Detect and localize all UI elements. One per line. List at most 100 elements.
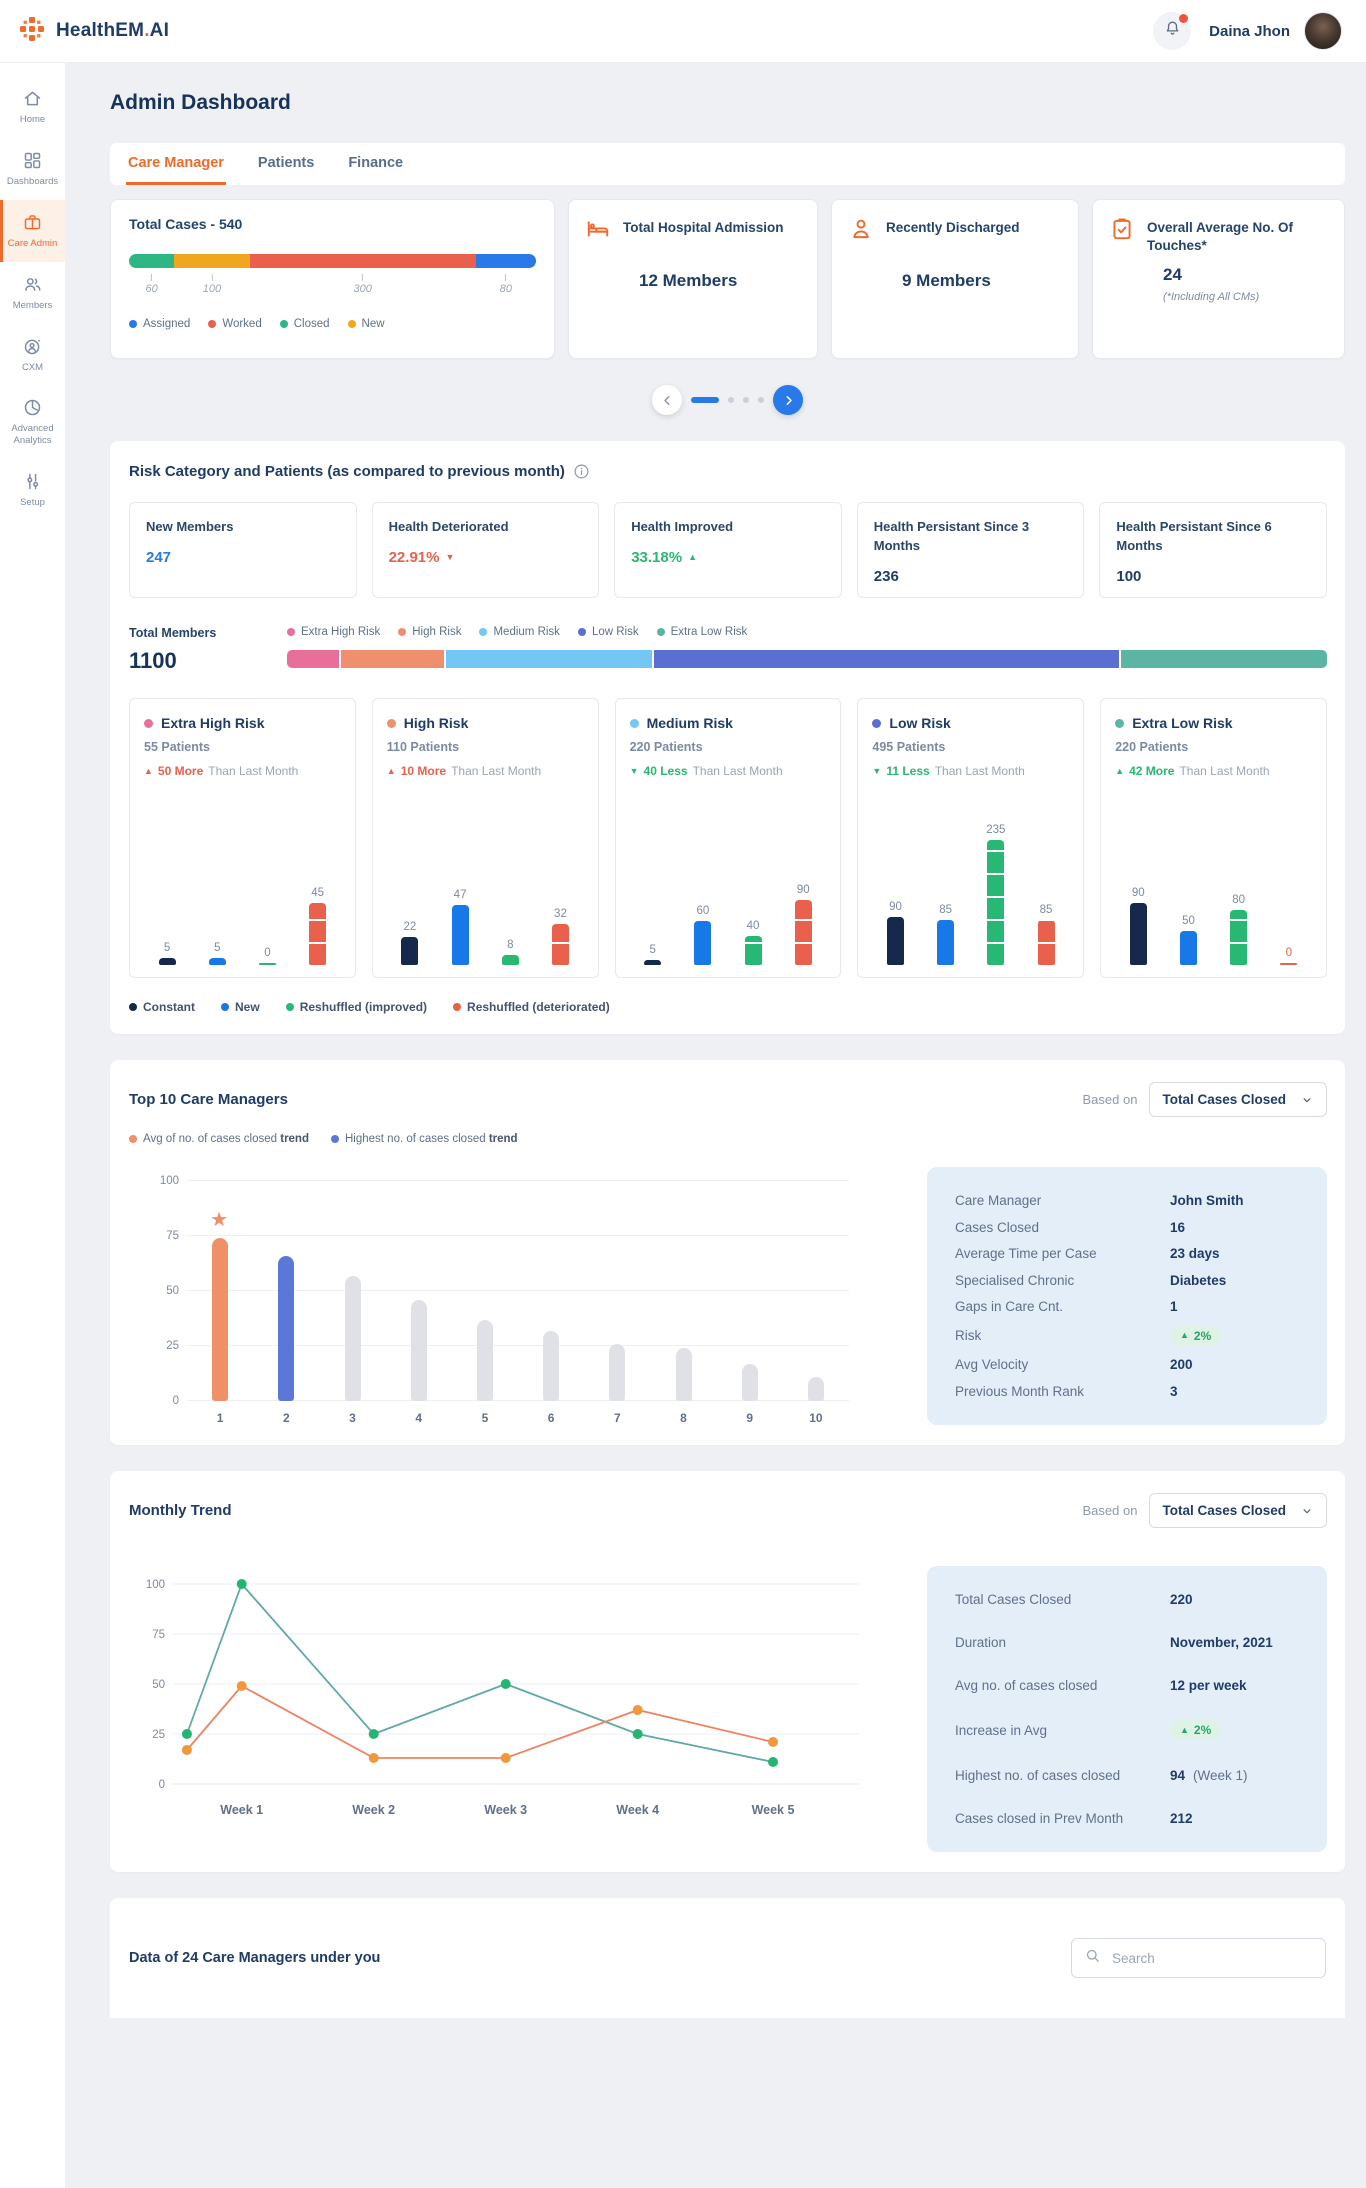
total-cases-legend-item-closed: Closed (279, 318, 330, 330)
kpi-card-value: 12 Members (639, 271, 738, 290)
clipboard-check-icon (1109, 216, 1135, 247)
panel-row-value: 94 (Week 1) (1170, 1768, 1248, 1784)
stat-card-title: Health Deteriorated (388, 519, 509, 534)
y-axis-label: 100 (159, 1175, 179, 1187)
sidebar-item-home[interactable]: Home (0, 76, 65, 138)
carousel-next-button[interactable] (773, 385, 803, 415)
mini-bar (451, 905, 469, 965)
y-axis-label: 75 (166, 1230, 179, 1242)
x-axis-label: 6 (547, 1411, 555, 1425)
bar-slot-3 (319, 1275, 385, 1401)
panel-row-label: Specialised Chronic (955, 1272, 1075, 1288)
bar-rank-7 (609, 1343, 626, 1401)
risk-card-dot (144, 718, 153, 728)
sidebar-item-label: Members (12, 299, 53, 311)
risk-distribution-legend-item-extra-high-risk: Extra High Risk (287, 626, 380, 638)
panel-row-label: Gaps in Care Cnt. (955, 1299, 1064, 1315)
user-menu[interactable]: Daina Jhon (1209, 12, 1342, 50)
total-cases-legend-dot (347, 320, 356, 328)
svg-text:0: 0 (159, 1779, 165, 1791)
carousel-dot-1[interactable] (728, 397, 734, 403)
bar-slot-5 (452, 1319, 518, 1401)
total-cases-legend-item-assigned: Assigned (129, 318, 190, 330)
total-cases-segment-new (174, 254, 250, 268)
search-icon (1084, 1947, 1101, 1969)
carousel-dot-0[interactable] (691, 397, 719, 403)
notifications-button[interactable] (1153, 12, 1192, 50)
tab-care-manager[interactable]: Care Manager (126, 143, 226, 185)
brand-logo[interactable]: HealthEM.AI (18, 15, 169, 48)
mini-bar-value: 90 (796, 884, 810, 896)
mini-bar-slot: 50 (1163, 915, 1213, 965)
sidebar-item-care-admin[interactable]: Care Admin (0, 199, 65, 262)
total-cases-legend-dot (279, 320, 288, 328)
bar-slot-1: ★ (187, 1209, 253, 1401)
x-axis-label: 5 (481, 1411, 489, 1425)
sidebar-item-setup[interactable]: Setup (0, 459, 65, 521)
risk-card-title: Extra High Risk (144, 715, 341, 731)
top10-based-on-dropdown[interactable]: Total Cases Closed (1149, 1082, 1327, 1117)
page-title: Admin Dashboard (110, 91, 291, 114)
info-icon[interactable] (573, 463, 590, 480)
sidebar-item-label: CXM (21, 361, 44, 373)
stat-card-value: 33.18% ▲ (631, 548, 697, 566)
sidebar-item-members[interactable]: Members (0, 262, 65, 324)
panel-row-value: 220 (1170, 1592, 1193, 1607)
mini-bar (258, 963, 276, 965)
x-axis-label: 8 (680, 1411, 687, 1425)
mini-bar (694, 921, 712, 965)
total-cases-legend-label: Assigned (143, 318, 191, 330)
top-performer-star-icon: ★ (210, 1209, 229, 1232)
care-managers-table-section: Data of 24 Care Managers under you (110, 1898, 1345, 2018)
carousel-dot-2[interactable] (743, 397, 749, 403)
risk-card-dot (629, 718, 639, 728)
kpi-card-title: Overall Average No. Of Touches* (1147, 220, 1294, 254)
risk-distribution-legend-label: Extra High Risk (301, 626, 381, 638)
mini-bar-slot: 47 (435, 889, 485, 965)
tab-patients[interactable]: Patients (257, 154, 315, 171)
members-icon (22, 274, 43, 295)
distribution-segment-high-risk (340, 650, 446, 668)
total-cases-legend-dot (129, 320, 137, 328)
monthly-trend-title: Monthly Trend (129, 1502, 232, 1519)
panel-row-label: Avg no. of cases closed (955, 1677, 1098, 1693)
panel-row-value: 1 (1170, 1299, 1178, 1315)
total-members-value: 1100 (129, 648, 177, 673)
panel-row-avg-velocity: Avg Velocity 200 (955, 1357, 1299, 1372)
mini-bar (1280, 963, 1298, 965)
risk-card-trend: ▲ 42 More Than Last Month (1115, 764, 1270, 778)
tab-finance[interactable]: Finance (348, 154, 404, 171)
total-cases-tick: 300 (353, 274, 372, 295)
risk-cards-row: Extra High Risk 55 Patients ▲ 50 More Than L… (129, 698, 1327, 978)
gridline (187, 1290, 849, 1291)
carousel-prev-button[interactable] (652, 385, 682, 415)
chevron-down-icon (1300, 1504, 1314, 1518)
panel-row-value: 23 days (1170, 1246, 1220, 1262)
top10-legend-dot (330, 1135, 339, 1143)
risk-card-trend: ▼ 11 Less Than Last Month (872, 764, 1025, 778)
panel-row-cases-closed-in-prev-month: Cases closed in Prev Month 212 (955, 1811, 1299, 1826)
bar-rank-2 (278, 1255, 295, 1401)
mini-bar-slot: 60 (678, 905, 728, 965)
mini-bar-value: 40 (746, 920, 760, 932)
mini-bar-slot: 85 (1021, 904, 1071, 965)
sidebar-item-dashboards[interactable]: Dashboards (0, 138, 65, 200)
risk-distribution-legend-dot (577, 628, 586, 636)
risk-card-dot (872, 718, 882, 728)
risk-section-title: Risk Category and Patients (as compared … (129, 463, 590, 480)
svg-text:Week 2: Week 2 (352, 1803, 395, 1817)
top10-chart: 0 25 50 75 100 ★ 1 2 3 4 5 6 7 8 9 10 (129, 1167, 879, 1425)
panel-row-label: Duration (955, 1634, 1007, 1650)
main-content: Admin Dashboard Care Manager Patients Fina… (65, 63, 1366, 2018)
sidebar-item-advanced-analytics[interactable]: Advanced Analytics (0, 385, 65, 459)
risk-legend-dot (129, 1003, 137, 1011)
sidebar-item-cxm[interactable]: CXM (0, 324, 65, 386)
monthly-based-on-dropdown[interactable]: Total Cases Closed (1149, 1493, 1327, 1528)
based-on-label: Based on (1082, 1092, 1138, 1107)
panel-row-gaps-in-care-cnt: Gaps in Care Cnt. 1 (955, 1299, 1299, 1314)
search-input[interactable] (1110, 1949, 1313, 1967)
mini-bar (501, 955, 519, 965)
stat-card-health-deteriorated: Health Deteriorated 22.91% ▼ (371, 502, 600, 598)
carousel-dot-3[interactable] (758, 397, 764, 403)
bar-rank-5 (476, 1319, 493, 1401)
